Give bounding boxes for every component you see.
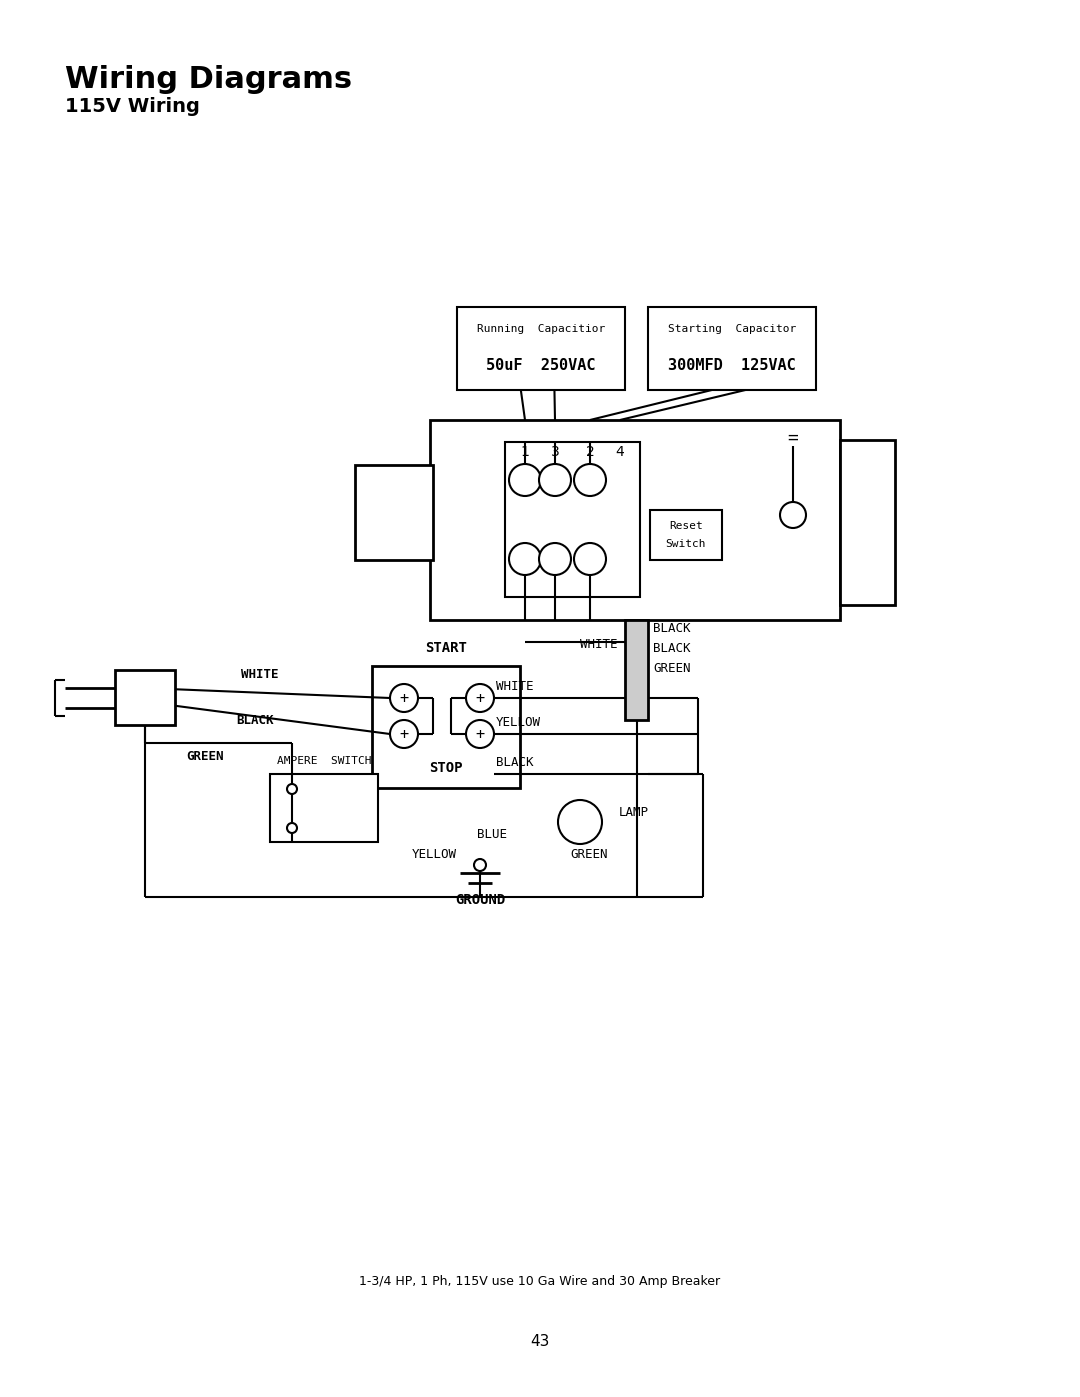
Bar — [625, 620, 648, 719]
Text: WHITE: WHITE — [580, 638, 617, 651]
Bar — [840, 440, 895, 605]
Text: BLACK: BLACK — [653, 641, 690, 655]
Text: BLACK: BLACK — [496, 756, 534, 768]
Bar — [114, 671, 175, 725]
Text: LAMP: LAMP — [619, 806, 649, 819]
Bar — [505, 441, 640, 597]
Text: BLUE: BLUE — [477, 827, 507, 841]
Text: GREEN: GREEN — [570, 848, 607, 862]
Circle shape — [465, 719, 494, 747]
Text: +: + — [400, 726, 408, 742]
Circle shape — [539, 464, 571, 496]
Circle shape — [474, 859, 486, 870]
Circle shape — [539, 543, 571, 576]
Bar — [372, 666, 519, 788]
Circle shape — [390, 685, 418, 712]
Text: WHITE: WHITE — [496, 679, 534, 693]
Text: +: + — [475, 726, 485, 742]
Text: +: + — [400, 690, 408, 705]
Circle shape — [573, 464, 606, 496]
Bar — [270, 774, 378, 842]
Text: Running  Capacitior: Running Capacitior — [477, 324, 605, 334]
Text: =: = — [787, 429, 798, 447]
Text: Reset: Reset — [670, 521, 703, 531]
Circle shape — [509, 543, 541, 576]
Circle shape — [558, 800, 602, 844]
Text: YELLOW: YELLOW — [496, 715, 541, 728]
Text: 50uF  250VAC: 50uF 250VAC — [486, 359, 596, 373]
Text: GREEN: GREEN — [186, 750, 224, 763]
Text: STOP: STOP — [429, 761, 462, 775]
Bar — [648, 307, 816, 390]
Text: Switch: Switch — [665, 539, 706, 549]
Bar — [430, 420, 840, 620]
Circle shape — [287, 784, 297, 793]
Circle shape — [465, 685, 494, 712]
Text: AMPERE  SWITCH: AMPERE SWITCH — [276, 756, 372, 766]
Circle shape — [573, 543, 606, 576]
Circle shape — [780, 502, 806, 528]
Text: Wiring Diagrams: Wiring Diagrams — [65, 64, 352, 94]
Text: 1: 1 — [521, 446, 529, 460]
Text: 3: 3 — [551, 446, 559, 460]
Text: +: + — [475, 690, 485, 705]
Text: 115V Wiring: 115V Wiring — [65, 98, 200, 116]
Text: START: START — [426, 641, 467, 655]
Text: WHITE: WHITE — [241, 668, 279, 680]
Text: 1-3/4 HP, 1 Ph, 115V use 10 Ga Wire and 30 Amp Breaker: 1-3/4 HP, 1 Ph, 115V use 10 Ga Wire and … — [360, 1275, 720, 1288]
Bar — [457, 307, 625, 390]
Text: 4: 4 — [616, 446, 624, 460]
Bar — [355, 465, 433, 560]
Circle shape — [287, 823, 297, 833]
Bar — [650, 510, 723, 560]
Text: BLACK: BLACK — [237, 714, 273, 728]
Text: BLACK: BLACK — [653, 622, 690, 634]
Text: 43: 43 — [530, 1334, 550, 1350]
Text: GREEN: GREEN — [653, 662, 690, 675]
Circle shape — [509, 464, 541, 496]
Circle shape — [390, 719, 418, 747]
Text: 2: 2 — [585, 446, 594, 460]
Text: GROUND: GROUND — [455, 893, 505, 907]
Text: 300MFD  125VAC: 300MFD 125VAC — [669, 359, 796, 373]
Text: YELLOW: YELLOW — [411, 848, 457, 862]
Text: Starting  Capacitor: Starting Capacitor — [667, 324, 796, 334]
